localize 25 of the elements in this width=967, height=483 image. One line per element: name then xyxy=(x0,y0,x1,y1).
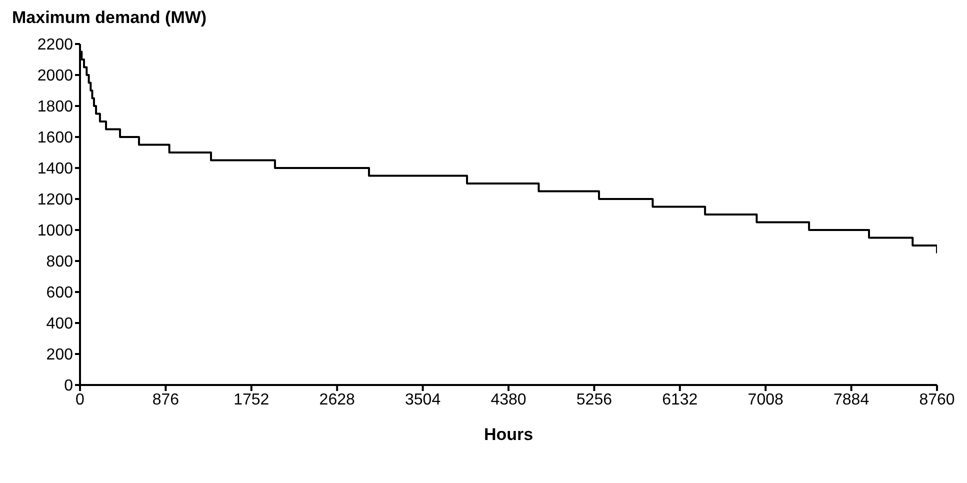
y-tick-label: 600 xyxy=(46,284,74,302)
x-tick-label: 876 xyxy=(152,391,180,408)
y-tick-label: 1400 xyxy=(37,160,74,178)
y-tick-label: 1800 xyxy=(37,98,74,116)
x-tick-label: 7884 xyxy=(834,391,870,408)
x-tick-label: 6132 xyxy=(662,391,698,408)
y-tick-label: 800 xyxy=(46,254,74,271)
x-tick-label: 5256 xyxy=(576,391,612,408)
x-tick-label: 0 xyxy=(76,391,85,408)
x-tick-label: 1752 xyxy=(234,391,270,408)
y-tick-label: 1600 xyxy=(37,130,74,147)
y-tick-label: 0 xyxy=(64,378,74,395)
y-tick-label: 400 xyxy=(46,316,74,333)
y-axis-title: Maximum demand (MW) xyxy=(12,8,207,28)
x-tick-label: 8760 xyxy=(919,391,955,408)
y-tick-label: 200 xyxy=(46,346,74,364)
x-tick-label: 7008 xyxy=(748,391,784,408)
y-tick-label: 2000 xyxy=(37,68,74,85)
x-tick-label: 4380 xyxy=(490,391,526,408)
y-tick-label: 1200 xyxy=(37,192,74,209)
y-tick-label: 2200 xyxy=(37,36,74,54)
x-axis-title: Hours xyxy=(484,425,534,444)
x-tick-label: 2628 xyxy=(319,391,355,408)
y-tick-label: 1000 xyxy=(37,222,74,240)
x-tick-label: 3504 xyxy=(405,391,441,408)
